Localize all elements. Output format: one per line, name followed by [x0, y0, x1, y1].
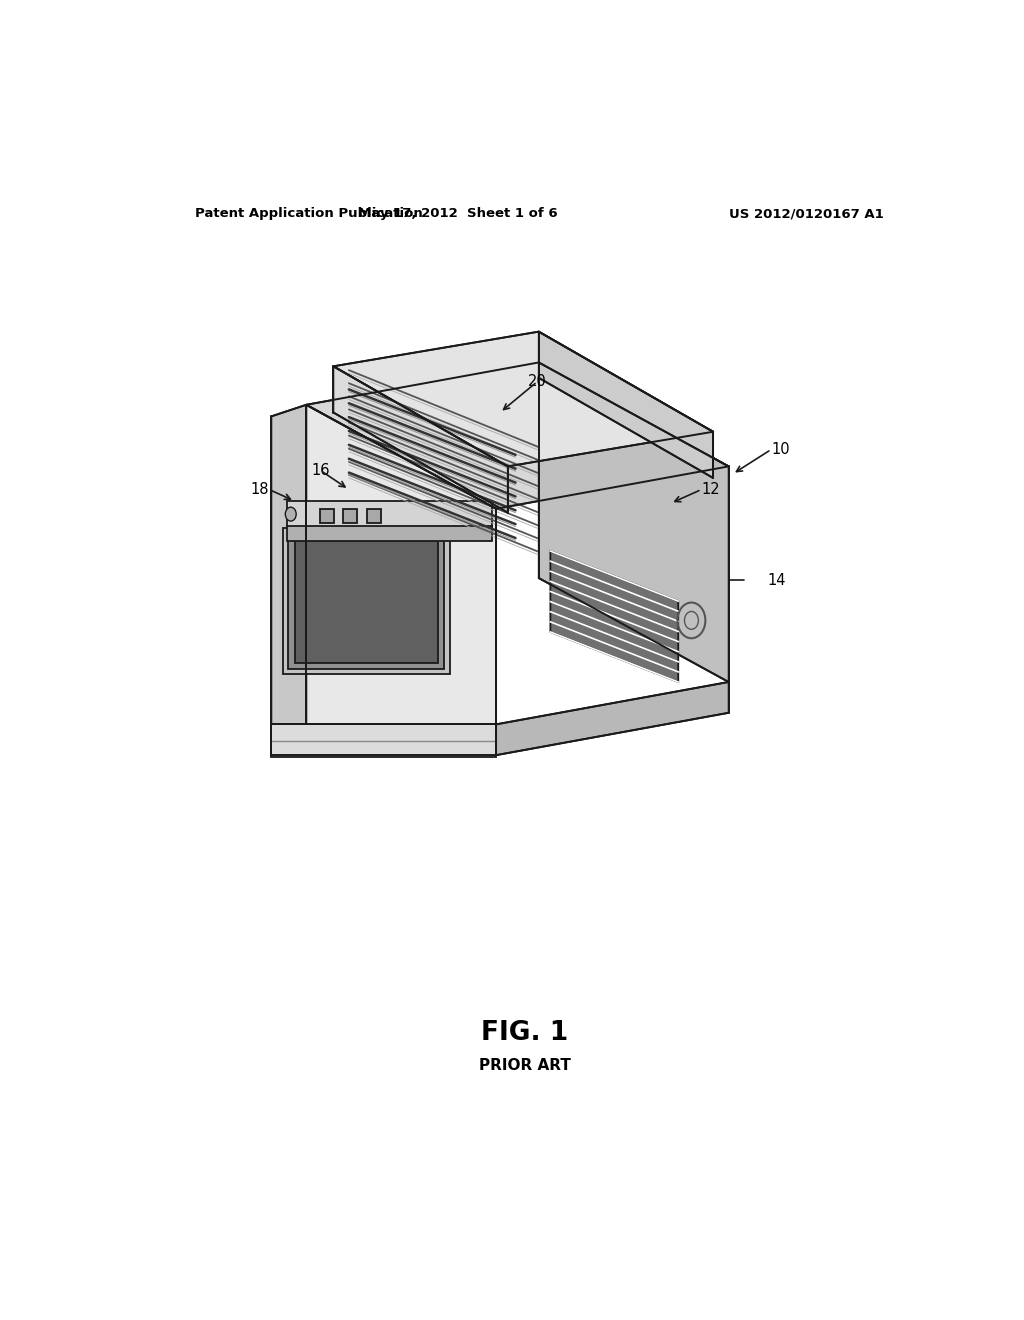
Polygon shape: [539, 331, 713, 478]
Polygon shape: [271, 405, 306, 725]
Polygon shape: [283, 528, 450, 675]
Text: US 2012/0120167 A1: US 2012/0120167 A1: [729, 207, 884, 220]
Polygon shape: [295, 540, 438, 663]
Text: 20: 20: [527, 374, 547, 389]
Text: May 17, 2012  Sheet 1 of 6: May 17, 2012 Sheet 1 of 6: [357, 207, 557, 220]
Text: PRIOR ART: PRIOR ART: [479, 1057, 570, 1073]
Text: Patent Application Publication: Patent Application Publication: [196, 207, 423, 220]
Polygon shape: [343, 508, 357, 523]
Text: 10: 10: [771, 442, 790, 457]
Polygon shape: [306, 363, 729, 508]
Polygon shape: [367, 508, 381, 523]
Polygon shape: [306, 405, 496, 725]
Text: 12: 12: [701, 482, 720, 498]
Polygon shape: [271, 725, 496, 755]
Polygon shape: [334, 367, 508, 512]
Polygon shape: [550, 552, 678, 682]
Text: FIG. 1: FIG. 1: [481, 1019, 568, 1045]
Polygon shape: [271, 725, 496, 756]
Polygon shape: [321, 508, 334, 523]
Polygon shape: [539, 363, 729, 682]
Text: 14: 14: [767, 573, 785, 587]
Circle shape: [286, 507, 296, 521]
Polygon shape: [496, 682, 729, 755]
Polygon shape: [287, 502, 493, 528]
Polygon shape: [287, 527, 493, 541]
Polygon shape: [334, 331, 713, 466]
Text: 18: 18: [251, 482, 269, 498]
Text: 16: 16: [311, 463, 330, 478]
Polygon shape: [289, 533, 444, 669]
